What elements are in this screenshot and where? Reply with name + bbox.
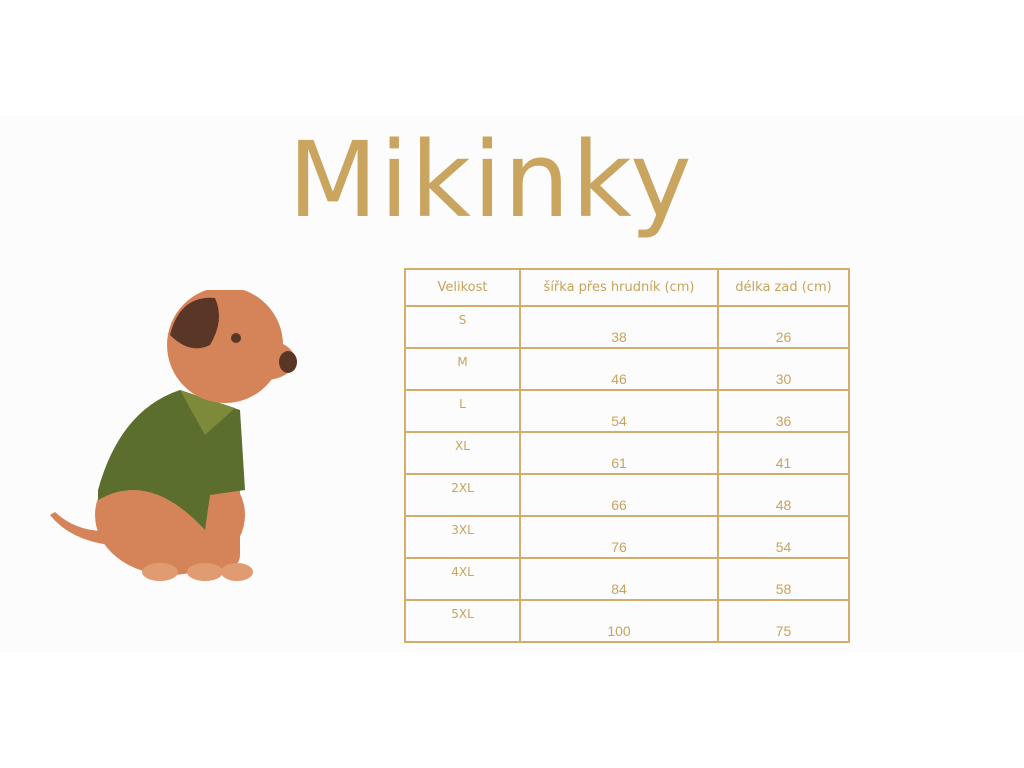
cell-back-length: 54: [717, 515, 850, 559]
cell-back-length: 41: [717, 431, 850, 475]
size-table: Velikost šířka přes hrudník (cm) délka z…: [404, 268, 850, 643]
table-row: M 46 30: [404, 347, 850, 391]
table-row: 3XL 76 54: [404, 515, 850, 559]
header-chest-width: šířka přes hrudník (cm): [519, 268, 719, 307]
cell-chest-width: 100: [519, 599, 719, 643]
table-header-row: Velikost šířka přes hrudník (cm) délka z…: [404, 268, 850, 307]
cell-back-length: 36: [717, 389, 850, 433]
cell-chest-width: 61: [519, 431, 719, 475]
cell-back-length: 75: [717, 599, 850, 643]
table-row: 2XL 66 48: [404, 473, 850, 517]
table-row: L 54 36: [404, 389, 850, 433]
cell-chest-width: 76: [519, 515, 719, 559]
cell-back-length: 26: [717, 305, 850, 349]
header-size: Velikost: [404, 268, 521, 307]
cell-size: 2XL: [404, 473, 521, 517]
cell-size: 4XL: [404, 557, 521, 601]
cell-chest-width: 66: [519, 473, 719, 517]
cell-size: 3XL: [404, 515, 521, 559]
cell-chest-width: 38: [519, 305, 719, 349]
cell-size: 5XL: [404, 599, 521, 643]
cell-chest-width: 46: [519, 347, 719, 391]
cell-back-length: 48: [717, 473, 850, 517]
cell-back-length: 58: [717, 557, 850, 601]
header-back-length: délka zad (cm): [717, 268, 850, 307]
cell-size: L: [404, 389, 521, 433]
cell-size: M: [404, 347, 521, 391]
dog-illustration: [50, 290, 297, 581]
cell-size: XL: [404, 431, 521, 475]
cell-back-length: 30: [717, 347, 850, 391]
table-row: 5XL 100 75: [404, 599, 850, 643]
cell-chest-width: 54: [519, 389, 719, 433]
page-title: Mikinky: [288, 119, 694, 241]
table-row: 4XL 84 58: [404, 557, 850, 601]
table-row: S 38 26: [404, 305, 850, 349]
table-row: XL 61 41: [404, 431, 850, 475]
cell-size: S: [404, 305, 521, 349]
cell-chest-width: 84: [519, 557, 719, 601]
